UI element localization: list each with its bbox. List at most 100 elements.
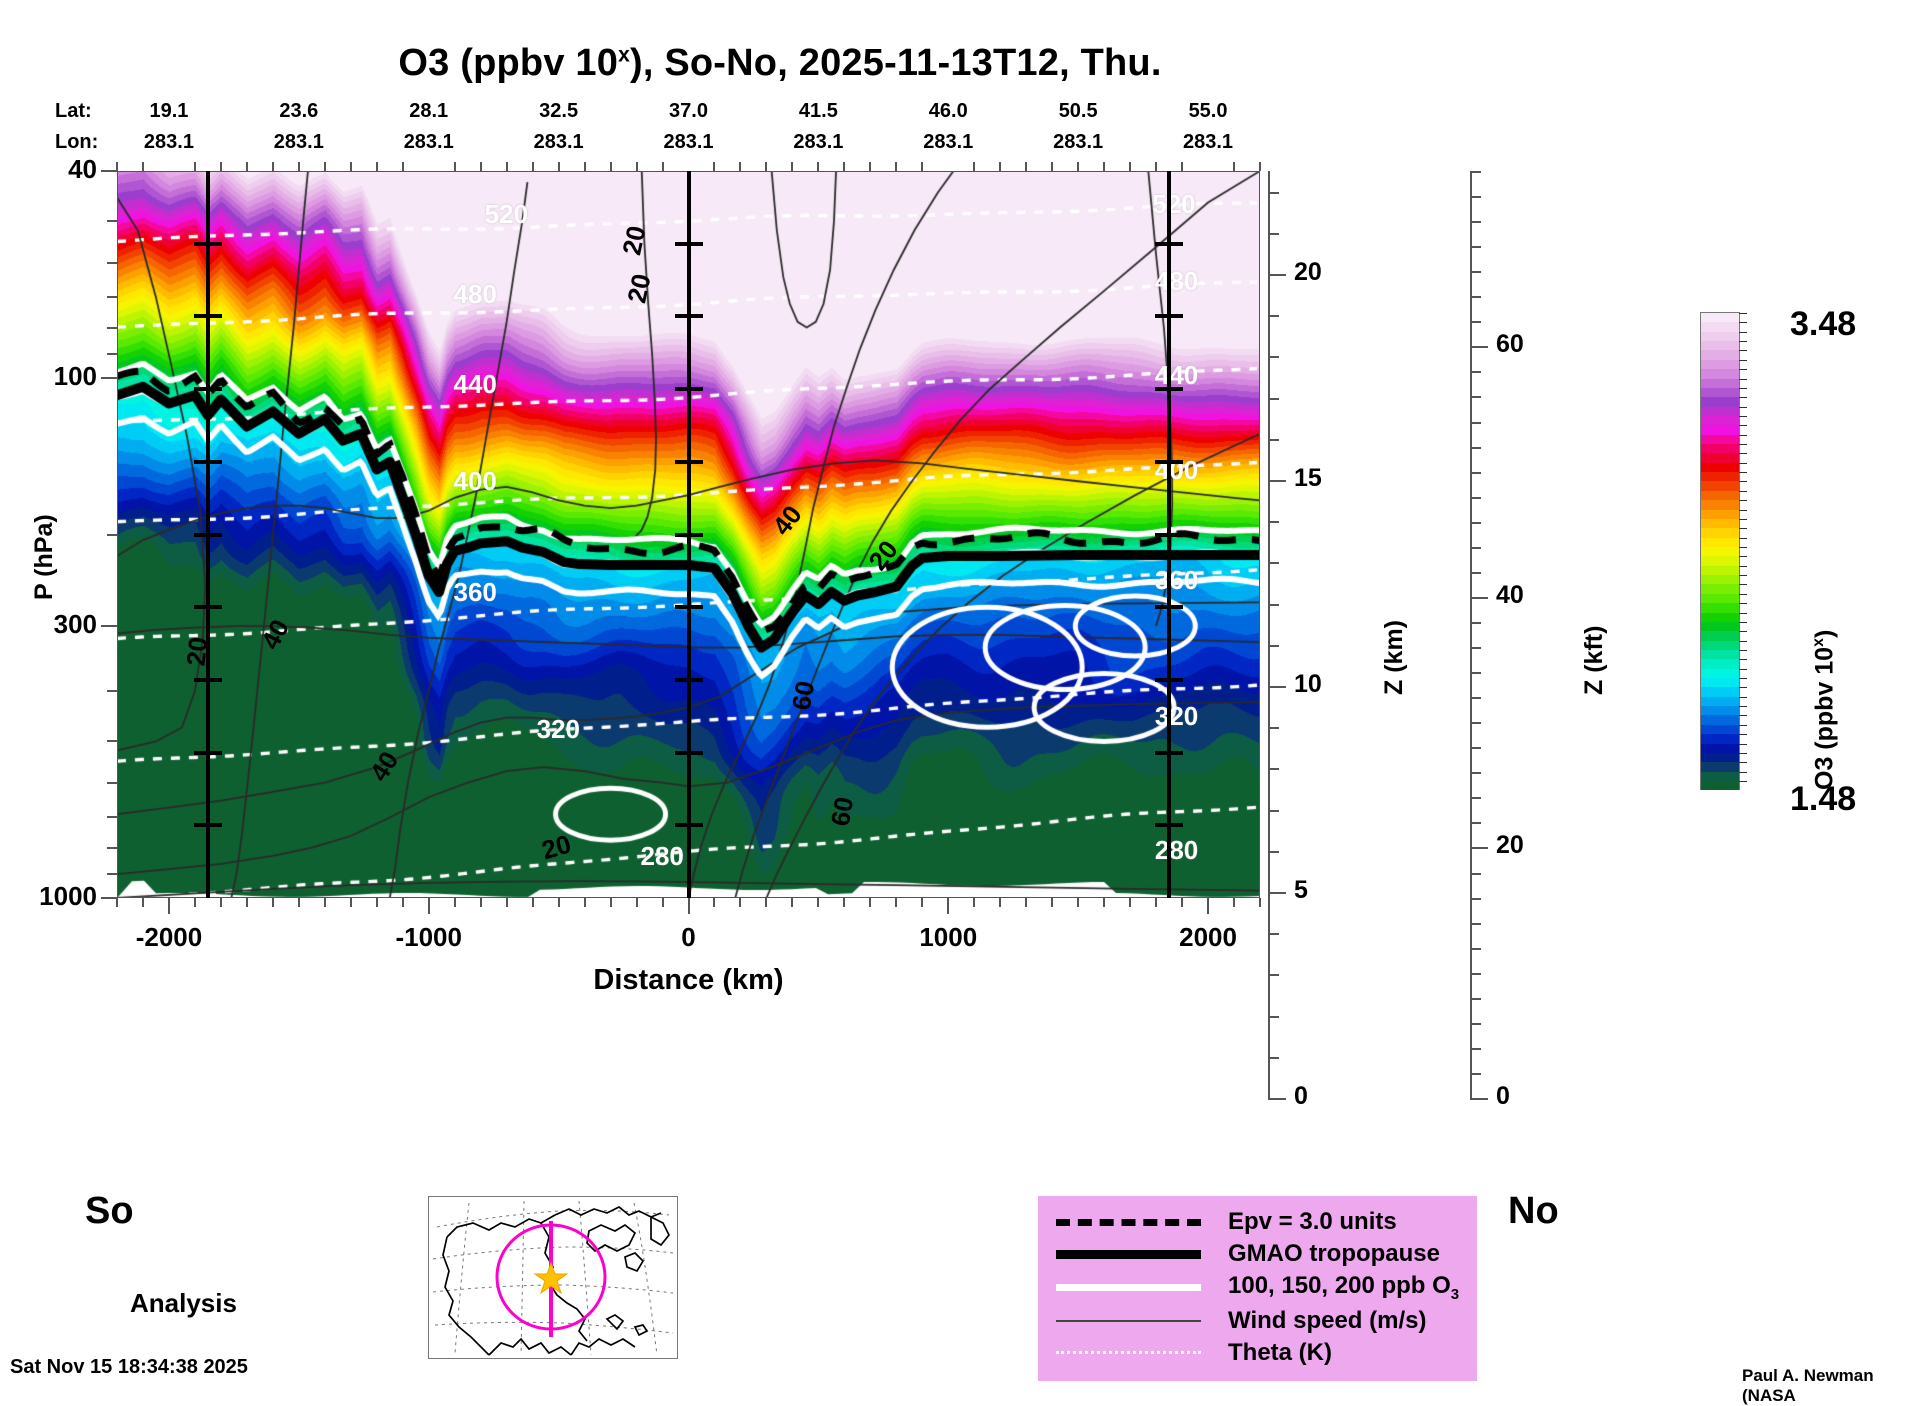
colorbar-tick [1739,556,1747,558]
reference-line-tick [674,532,703,537]
inset-location-map[interactable] [428,1196,678,1359]
x-minor-tick [1025,898,1028,907]
colorbar-tick [1739,612,1747,614]
zkm-tick [1268,438,1279,441]
legend-swatch-white [1056,1283,1201,1291]
x-minor-tick [1129,162,1132,171]
y-major-tick [101,897,117,899]
colorbar-band [1701,715,1747,725]
colorbar-tick [1739,762,1747,764]
lat-row-label: Lat: [55,100,92,122]
colorbar-tick [1739,518,1747,520]
x-minor-tick [713,898,716,907]
x-minor-tick [791,898,794,907]
page-title: O3 (ppbv 10x), So-No, 2025-11-13T12, Thu… [0,42,1560,85]
colorbar-tick [1739,593,1747,595]
colorbar-band [1701,313,1747,323]
colorbar-band [1701,743,1747,753]
y-minor-tick [107,690,117,693]
lat-value: 55.0 [1188,100,1228,122]
colorbar-tick [1739,631,1747,633]
colorbar-tick [1739,715,1747,717]
colorbar-band [1701,387,1747,398]
reference-line-tick [1155,750,1184,755]
x-tick-label: 0 [681,922,696,952]
reference-line-tick [193,387,222,392]
zkft-tick [1470,722,1481,725]
zkft-tick [1470,546,1481,549]
colorbar-band [1701,621,1747,632]
x-minor-tick [453,162,456,171]
colorbar-tick [1739,359,1747,361]
zkft-tick [1470,822,1481,825]
zkft-tick [1470,346,1488,349]
zkm-tick [1268,521,1279,524]
x-minor-tick [453,898,456,907]
reference-line-tick [674,823,703,828]
colorbar-tick [1739,659,1747,661]
y-minor-tick [107,296,117,299]
zkft-title: Z (kft) [1580,625,1608,695]
legend-box: Epv = 3.0 units GMAO tropopause 100, 150, … [1038,1196,1478,1381]
zkm-tick [1268,397,1279,400]
x-minor-tick [583,898,586,907]
zkft-tick [1470,1072,1481,1075]
lon-value: 283.1 [533,131,584,153]
x-minor-tick [1181,898,1184,907]
zkft-tick [1470,521,1481,524]
zkft-tick [1470,271,1481,274]
legend-label: GMAO tropopause [1228,1240,1441,1267]
colorbar-band [1701,490,1747,501]
reference-line-tick [1155,241,1184,246]
x-minor-tick [245,162,248,171]
reference-line-tick [1155,823,1184,828]
north-endpoint-label: No [1508,1190,1559,1232]
colorbar-tick [1739,724,1747,726]
x-minor-tick [531,162,534,171]
x-minor-tick [219,162,222,171]
lat-value: 28.1 [409,100,449,122]
colorbar-band [1701,734,1747,744]
lat-value: 37.0 [669,100,708,122]
colorbar-tick [1739,406,1747,408]
zkft-tick [1470,947,1481,950]
x-minor-tick [869,898,872,907]
reference-line-tick [193,314,222,319]
zkft-tick-label: 0 [1496,1082,1510,1110]
x-minor-tick [843,898,846,907]
zkm-tick [1268,191,1279,194]
x-minor-tick [973,898,976,907]
x-tick-label: -2000 [135,922,203,952]
x-minor-tick [739,162,742,171]
colorbar-tick [1739,313,1747,314]
zkft-tick [1470,196,1481,199]
y-minor-tick [107,846,117,849]
zkft-tick [1470,797,1481,800]
x-minor-tick [531,898,534,907]
colorbar-band [1701,444,1747,454]
y-axis-title: P (hPa) [30,514,58,600]
colorbar-band [1701,771,1747,781]
lon-value: 283.1 [273,131,324,153]
colorbar[interactable] [1700,312,1747,791]
x-minor-tick [271,898,274,907]
zkm-tick [1268,644,1279,647]
location-star-icon [533,1261,569,1295]
colorbar-band [1701,472,1747,482]
credit-label: Paul A. Newman (NASA [1742,1366,1874,1405]
x-tick-label: 2000 [1179,922,1237,952]
legend-swatch-dashed-black [1056,1218,1201,1226]
zkft-tick [1470,496,1481,499]
analysis-label: Analysis [130,1288,237,1318]
zkm-tick-label: 15 [1294,464,1322,492]
zkm-line [1268,171,1270,1098]
x-minor-tick [245,898,248,907]
colorbar-band [1701,762,1747,772]
colorbar-band [1701,678,1747,688]
reference-line-tick [193,459,222,464]
colorbar-band [1701,659,1747,669]
zkm-tick [1268,1015,1279,1018]
lat-value: 50.5 [1058,100,1098,122]
x-minor-tick [271,162,274,171]
zkft-line [1470,171,1472,1098]
